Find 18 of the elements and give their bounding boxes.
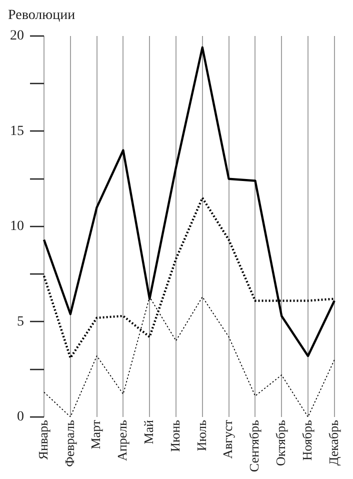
x-tick-label: Апрель [114,420,130,461]
x-tick-label: Май [141,420,156,444]
x-tick-label: Декабрь [326,420,341,466]
x-tick-label: Январь [35,420,50,460]
x-tick-label: Март [88,420,104,450]
x-tick-label: Август [220,420,236,459]
x-tick-label: Июль [194,420,209,452]
x-tick-label: Июнь [167,420,182,452]
x-tick-label: Октябрь [273,420,288,466]
x-tick-label: Февраль [62,420,77,467]
y-tick-label: 0 [17,410,24,425]
x-tick-label: Ноябрь [299,420,314,461]
y-axis-title: Революции [8,8,76,24]
x-tick-label: Сентябрь [246,420,262,472]
y-tick-label: 5 [17,314,24,330]
y-tick-label: 15 [10,124,24,139]
y-tick-label: 20 [10,28,24,44]
y-tick-label: 10 [10,219,24,234]
